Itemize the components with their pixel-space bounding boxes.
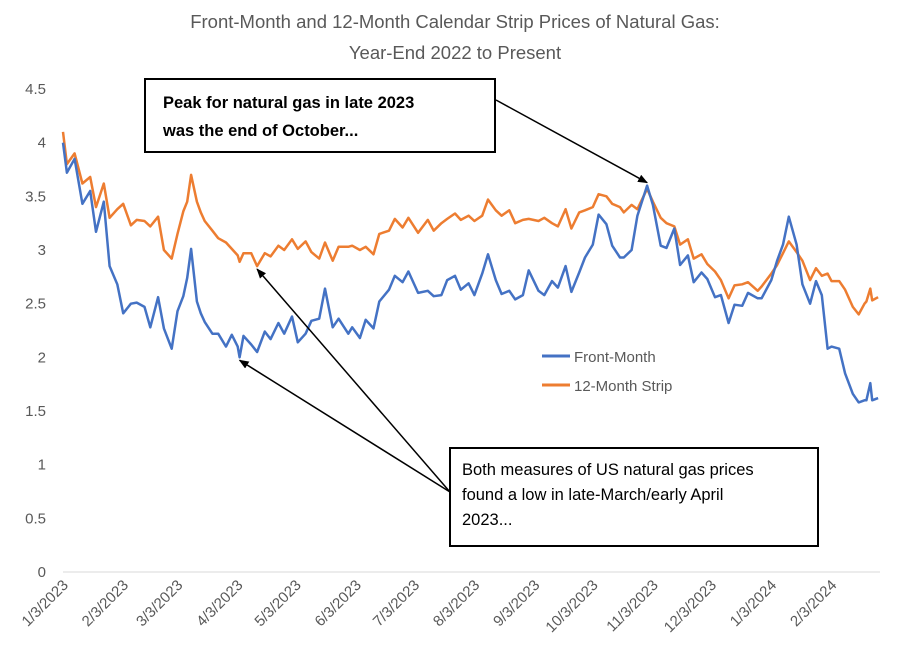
x-axis: 1/3/2023 2/3/2023 3/3/2023 4/3/2023 5/3/2023… bbox=[19, 577, 841, 636]
x-tick-label: 11/3/2023 bbox=[603, 577, 661, 635]
annotation-arrows bbox=[238, 99, 648, 493]
x-tick-label: 6/3/2023 bbox=[312, 577, 365, 630]
y-tick-label: 1.5 bbox=[25, 403, 46, 420]
series-line-12-month-strip bbox=[61, 131, 879, 316]
x-tick-label: 5/3/2023 bbox=[251, 577, 304, 630]
x-tick-label: 2/3/2024 bbox=[787, 577, 840, 630]
annotation-low-box bbox=[449, 447, 819, 547]
annotation-peak-box bbox=[144, 78, 496, 153]
annotation-peak: Peak for natural gas in late 2023 was th… bbox=[144, 78, 496, 153]
annotation-low-line-1: Both measures of US natural gas prices bbox=[462, 461, 754, 479]
x-tick-label: 3/3/2023 bbox=[133, 577, 186, 630]
annotation-low-line-3: 2023... bbox=[462, 511, 512, 529]
legend-label-12-month-strip: 12-Month Strip bbox=[574, 378, 672, 395]
series-line-front-month bbox=[61, 142, 879, 404]
series-layer bbox=[61, 131, 879, 404]
annotation-arrow bbox=[495, 99, 648, 184]
y-tick-label: 3.5 bbox=[25, 188, 46, 205]
y-tick-label: 2.5 bbox=[25, 296, 46, 313]
x-tick-label: 8/3/2023 bbox=[430, 577, 483, 630]
annotation-peak-line-1: Peak for natural gas in late 2023 bbox=[163, 94, 414, 112]
y-tick-label: 4.5 bbox=[25, 81, 46, 98]
x-tick-label: 9/3/2023 bbox=[490, 577, 543, 630]
y-tick-label: 0 bbox=[38, 564, 46, 581]
x-tick-label: 1/3/2023 bbox=[19, 577, 72, 630]
x-tick-label: 7/3/2023 bbox=[370, 577, 423, 630]
annotation-peak-line-2: was the end of October... bbox=[162, 122, 358, 140]
y-tick-label: 4 bbox=[38, 135, 46, 152]
x-tick-label: 12/3/2023 bbox=[661, 577, 720, 636]
x-tick-label: 10/3/2023 bbox=[542, 577, 601, 636]
y-tick-label: 0.5 bbox=[25, 510, 46, 527]
annotation-low-line-2: found a low in late-March/early April bbox=[462, 486, 723, 504]
y-tick-label: 1 bbox=[38, 457, 46, 474]
chart-subtitle: Year-End 2022 to Present bbox=[349, 42, 561, 63]
x-tick-label: 1/3/2024 bbox=[727, 577, 780, 630]
legend: Front-Month 12-Month Strip bbox=[542, 349, 672, 395]
annotation-arrow bbox=[238, 359, 451, 493]
annotation-arrow bbox=[256, 268, 451, 493]
y-axis: 0 0.5 1 1.5 2 2.5 3 3.5 4 4.5 bbox=[25, 81, 46, 581]
x-tick-label: 4/3/2023 bbox=[193, 577, 246, 630]
x-tick-label: 2/3/2023 bbox=[79, 577, 132, 630]
chart-title: Front-Month and 12-Month Calendar Strip … bbox=[190, 11, 720, 32]
y-tick-label: 2 bbox=[38, 349, 46, 366]
annotation-low: Both measures of US natural gas prices f… bbox=[449, 447, 819, 547]
legend-label-front-month: Front-Month bbox=[574, 349, 656, 366]
y-tick-label: 3 bbox=[38, 242, 46, 259]
